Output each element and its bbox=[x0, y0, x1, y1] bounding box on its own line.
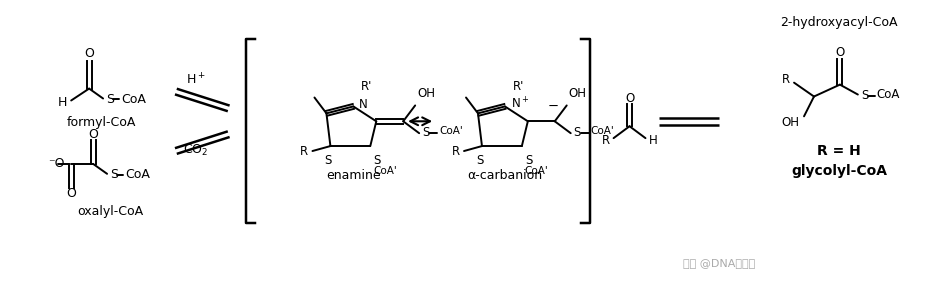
Text: OH: OH bbox=[781, 116, 799, 129]
Text: ⁻O: ⁻O bbox=[48, 157, 65, 170]
Text: H: H bbox=[57, 96, 67, 109]
Text: 知乎 @DNA解惑媒: 知乎 @DNA解惑媒 bbox=[683, 258, 755, 268]
Text: 2-hydroxyacyl-CoA: 2-hydroxyacyl-CoA bbox=[780, 16, 898, 29]
Text: S: S bbox=[325, 154, 333, 167]
Text: N: N bbox=[359, 98, 368, 111]
Text: CoA': CoA' bbox=[591, 126, 614, 136]
Text: R': R' bbox=[362, 80, 373, 93]
Text: H: H bbox=[648, 134, 658, 147]
Text: glycolyl-CoA: glycolyl-CoA bbox=[791, 164, 887, 178]
Text: oxalyl-CoA: oxalyl-CoA bbox=[77, 205, 143, 218]
Text: α-carbanion: α-carbanion bbox=[467, 169, 543, 182]
Text: N$^+$: N$^+$ bbox=[511, 97, 529, 112]
Text: OH: OH bbox=[569, 88, 587, 100]
Text: O: O bbox=[66, 187, 76, 200]
Text: S: S bbox=[861, 89, 869, 102]
Text: S: S bbox=[422, 126, 430, 139]
Text: CO$_2$: CO$_2$ bbox=[183, 143, 208, 158]
Text: O: O bbox=[89, 128, 98, 141]
Text: R: R bbox=[452, 144, 460, 158]
Text: R = H: R = H bbox=[817, 144, 861, 158]
Text: R: R bbox=[300, 144, 308, 158]
Text: CoA': CoA' bbox=[439, 126, 463, 136]
Text: O: O bbox=[836, 47, 845, 59]
Text: formyl-CoA: formyl-CoA bbox=[66, 116, 136, 129]
Text: S: S bbox=[477, 154, 483, 167]
Text: enamine: enamine bbox=[326, 169, 381, 182]
Text: S: S bbox=[525, 154, 532, 167]
Text: CoA: CoA bbox=[125, 168, 150, 181]
Text: CoA': CoA' bbox=[525, 166, 548, 176]
Text: CoA: CoA bbox=[121, 93, 146, 106]
Text: S: S bbox=[574, 126, 581, 139]
Text: S: S bbox=[106, 93, 114, 106]
Text: −: − bbox=[547, 100, 559, 113]
Text: S: S bbox=[110, 168, 118, 181]
Text: S: S bbox=[373, 154, 381, 167]
Text: CoA: CoA bbox=[877, 88, 901, 101]
Text: CoA': CoA' bbox=[373, 166, 397, 176]
Text: OH: OH bbox=[417, 88, 435, 100]
Text: R: R bbox=[601, 134, 609, 147]
Text: O: O bbox=[84, 47, 94, 60]
Text: O: O bbox=[625, 92, 634, 105]
Text: H$^+$: H$^+$ bbox=[186, 72, 205, 87]
Text: R': R' bbox=[512, 80, 525, 93]
Text: R: R bbox=[782, 73, 790, 86]
